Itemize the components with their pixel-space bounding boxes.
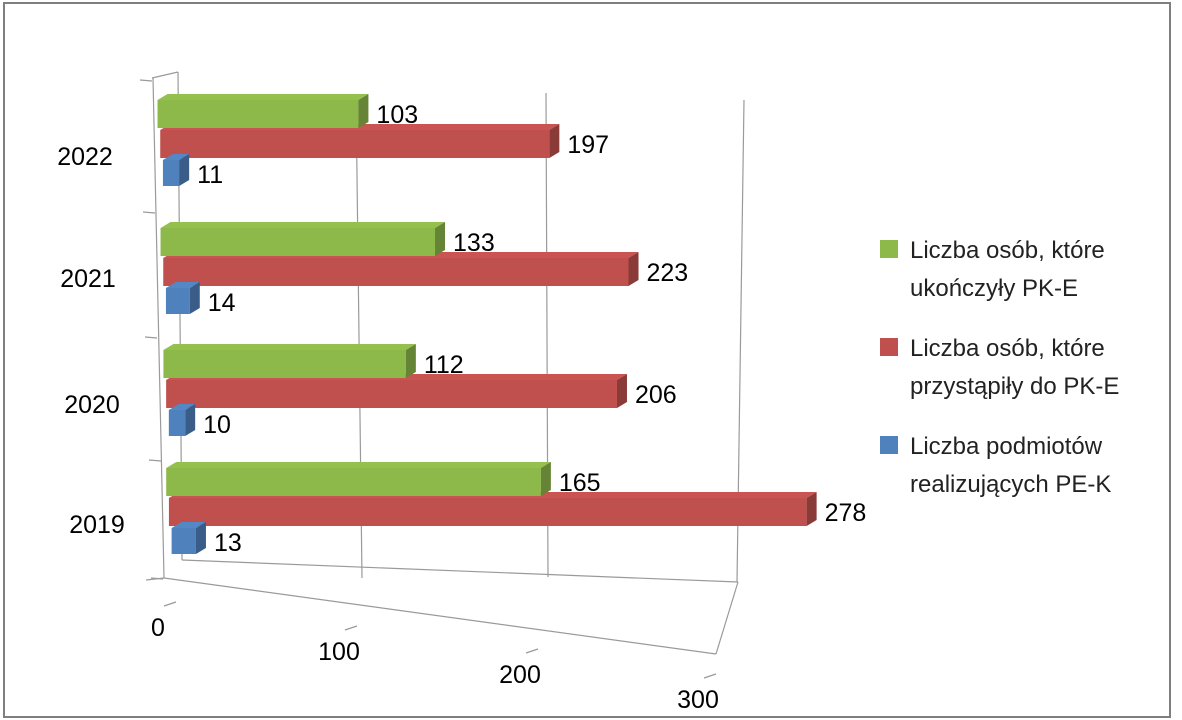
x-tick-label: 100 (318, 638, 360, 666)
data-label: 14 (208, 289, 236, 317)
category-tick (140, 80, 152, 81)
legend-item-attempted: Liczba osób, które przystąpiły do PK-E (880, 330, 1170, 406)
floor-line (716, 582, 738, 654)
x-tick-label: 0 (151, 614, 165, 642)
data-label: 133 (453, 229, 495, 257)
y-tick-label: 2020 (64, 391, 120, 419)
legend-label-line2: realizujących PE-K (910, 466, 1170, 504)
x-tick (526, 649, 538, 653)
category-tick (143, 212, 155, 213)
bar-end-face (617, 374, 627, 408)
legend-item-entities: Liczba podmiotów realizujących PE-K (880, 428, 1170, 504)
data-label: 10 (203, 411, 231, 439)
category-tick (145, 337, 157, 338)
bar-top-face (161, 222, 445, 228)
legend-swatch-red (880, 338, 898, 356)
legend-label-line2: przystąpiły do PK-E (910, 368, 1170, 406)
legend-swatch-blue (880, 436, 898, 454)
bar (163, 160, 179, 186)
floor-line (182, 560, 738, 582)
bar-end-face (807, 492, 817, 526)
bar (166, 288, 190, 314)
legend-label-line1: Liczba osób, które (910, 330, 1170, 368)
data-label: 223 (647, 259, 689, 287)
data-label: 165 (559, 469, 601, 497)
legend-label-line1: Liczba podmiotów (910, 428, 1170, 466)
bar-end-face (541, 462, 551, 496)
x-tick (704, 674, 716, 678)
category-tick (149, 460, 161, 461)
bar (172, 528, 196, 554)
x-tick-label: 300 (677, 686, 719, 714)
data-label: 103 (376, 101, 418, 129)
axis-line (152, 72, 178, 78)
bar-end-face (549, 124, 559, 158)
bar (161, 228, 435, 256)
bar-end-face (435, 222, 445, 256)
floor-line (164, 578, 716, 654)
x-tick (164, 602, 176, 606)
bar (166, 380, 617, 408)
chart-legend: Liczba osób, które ukończyły PK-E Liczba… (880, 232, 1170, 526)
data-label: 112 (424, 351, 464, 379)
data-label: 197 (567, 131, 609, 159)
data-label: 206 (635, 381, 677, 409)
bar-end-face (629, 252, 639, 286)
bar (169, 410, 185, 436)
x-tick (345, 626, 357, 630)
legend-label-line1: Liczba osób, które (910, 232, 1170, 270)
data-label: 13 (214, 529, 242, 557)
legend-item-completed: Liczba osób, które ukończyły PK-E (880, 232, 1170, 308)
bar-top-face (158, 94, 369, 100)
bar (160, 130, 549, 158)
y-tick-label: 2019 (69, 511, 125, 539)
bar-top-face (163, 344, 415, 350)
x-tick-label: 200 (499, 661, 541, 689)
data-label: 11 (197, 161, 223, 189)
bar (166, 468, 541, 496)
y-tick-label: 2022 (57, 143, 113, 171)
bar-end-face (406, 344, 416, 378)
bar-top-face (166, 462, 551, 468)
legend-swatch-green (880, 240, 898, 258)
legend-label-line2: ukończyły PK-E (910, 270, 1170, 308)
y-tick-label: 2021 (60, 265, 116, 293)
bar (163, 258, 628, 286)
data-label: 278 (825, 499, 867, 527)
bar (169, 498, 807, 526)
bar (163, 350, 405, 378)
bar (158, 100, 359, 128)
